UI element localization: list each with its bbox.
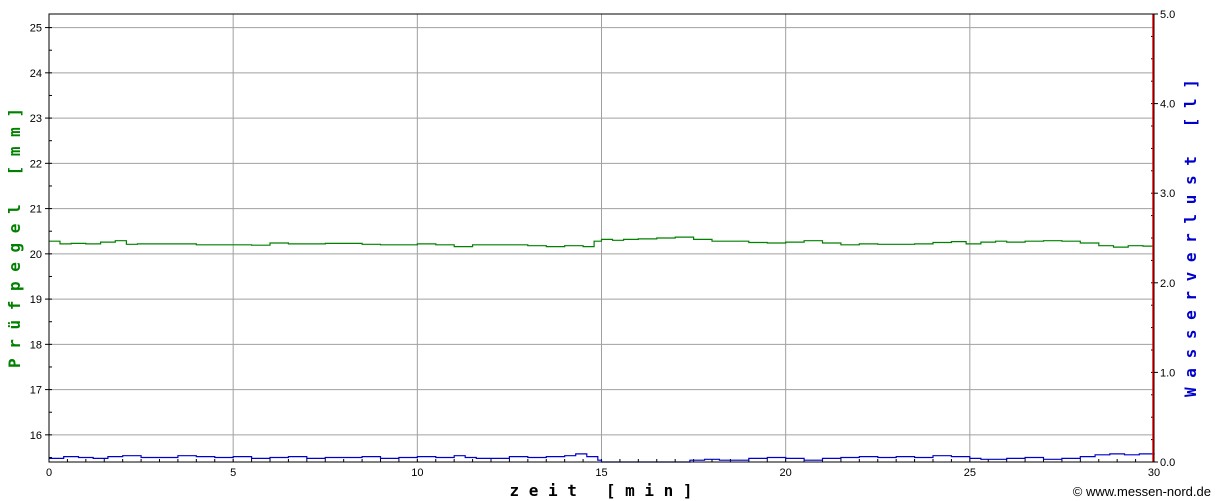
- plot-frame: [48, 13, 1155, 463]
- y-left-tick-label: 23: [30, 113, 42, 125]
- x-tick-label: 10: [411, 467, 423, 479]
- y-right-tick-label: 3.0: [1160, 188, 1175, 200]
- y-right-tick-label: 1.0: [1160, 367, 1175, 379]
- x-tick-label: 15: [595, 467, 607, 479]
- y-right-tick-label: 0.0: [1160, 457, 1175, 469]
- series-layer: [49, 236, 1155, 463]
- y-left-tick-label: 18: [30, 339, 42, 351]
- copyright-credit: © www.messen-nord.de: [1072, 484, 1211, 499]
- x-tick-label: 30: [1148, 467, 1160, 479]
- y-left-tick-label: 21: [30, 204, 42, 216]
- x-axis-title: z e i t [ m i n ]: [509, 481, 692, 500]
- x-tick-label: 5: [230, 467, 236, 479]
- y-left-tick-label: 20: [30, 249, 42, 261]
- wasserverlust-series-line: [49, 453, 1155, 463]
- x-tick-label: 20: [780, 467, 792, 479]
- y-left-tick-label: 17: [30, 385, 42, 397]
- y-right-axis-title: W a s s e r v e r l u s t [ l ]: [1181, 79, 1200, 397]
- y-left-axis-title: P r ü f p e g e l [ m m ]: [5, 108, 24, 368]
- pruefpegel-series-line: [49, 236, 1154, 248]
- axis-ticks: 0 5 10 15 20 25 30 16 17 18 19 20 21 22 23 24 25 0.0 1.0 2.…: [30, 9, 1176, 479]
- y-right-tick-label: 5.0: [1160, 9, 1175, 21]
- x-tick-label: 25: [964, 467, 976, 479]
- y-left-tick-label: 16: [30, 430, 42, 442]
- y-right-tick-label: 4.0: [1160, 99, 1175, 111]
- y-left-tick-label: 24: [30, 68, 42, 80]
- y-left-tick-label: 22: [30, 158, 42, 170]
- y-right-tick-label: 2.0: [1160, 278, 1175, 290]
- y-left-tick-label: 19: [30, 294, 42, 306]
- x-tick-label: 0: [46, 467, 52, 479]
- grid: [48, 14, 1155, 462]
- y-left-tick-label: 25: [30, 23, 42, 35]
